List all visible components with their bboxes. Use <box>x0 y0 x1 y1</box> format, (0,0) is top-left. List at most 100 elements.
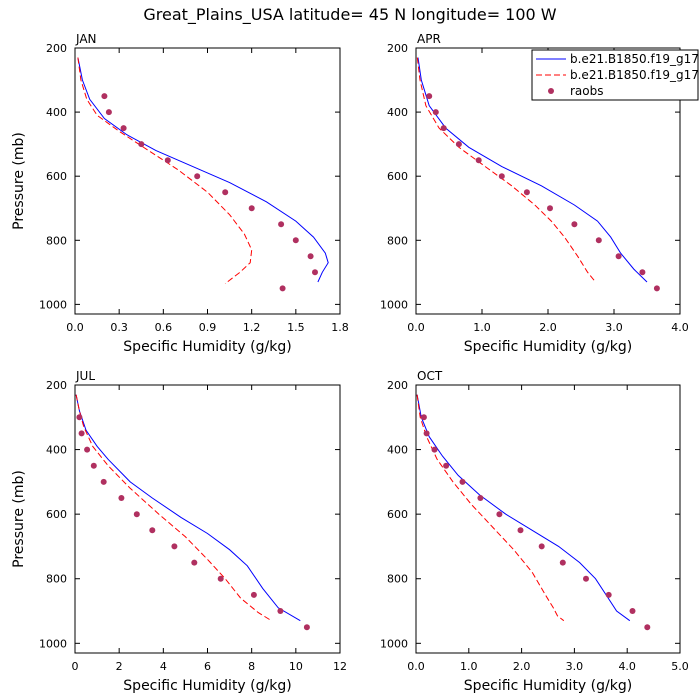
raobs-point <box>76 414 83 421</box>
x-tick-label: 1.0 <box>473 321 491 334</box>
raobs-point <box>222 189 229 196</box>
x-tick-label: 0.3 <box>110 321 128 334</box>
legend-label-model-1: b.e21.B1850.f19_g17. <box>570 52 700 66</box>
x-tick-label: 4 <box>160 660 167 673</box>
x-tick-label: 0.0 <box>66 321 84 334</box>
raobs-point <box>523 189 530 196</box>
y-tick-label: 1000 <box>39 298 67 311</box>
x-tick-label: 2.0 <box>539 321 557 334</box>
raobs-point <box>118 495 125 501</box>
y-tick-label: 800 <box>387 573 408 586</box>
raobs-point <box>292 237 299 244</box>
raobs-point <box>133 511 140 518</box>
raobs-point <box>78 430 85 437</box>
x-tick-label: 5.0 <box>671 660 689 673</box>
raobs-point <box>105 109 112 116</box>
plot-frame <box>74 384 341 654</box>
raobs-point <box>307 253 314 260</box>
panel-label-apr: APR <box>417 32 441 46</box>
y-tick-label: 800 <box>46 234 67 247</box>
raobs-point <box>312 269 318 276</box>
x-axis-title: Specific Humidity (g/kg) <box>464 339 632 355</box>
series-line-model-1 <box>77 57 329 283</box>
x-tick-label: 0.6 <box>155 321 173 334</box>
raobs-point <box>475 157 482 164</box>
legend: b.e21.B1850.f19_g17. b.e21.B1850.f19_g17… <box>531 49 700 101</box>
y-tick-label: 400 <box>387 106 408 119</box>
raobs-point <box>164 157 171 164</box>
raobs-point <box>644 624 651 631</box>
x-tick-label: 2 <box>116 660 123 673</box>
y-tick-label: 600 <box>46 508 67 521</box>
raobs-point <box>101 93 108 100</box>
raobs-point <box>191 559 198 566</box>
y-tick-label: 400 <box>46 106 67 119</box>
panel-oct: 0.0 1.0 2.0 3.0 4.0 5.0 200 400 600 800 1000 OCT Spe… <box>380 369 689 694</box>
y-tick-label: 200 <box>387 42 408 55</box>
x-tick-label: 8 <box>248 660 255 673</box>
series-line-model-1 <box>416 394 631 622</box>
series-line-model-2 <box>416 394 565 622</box>
raobs-point <box>595 237 602 244</box>
raobs-point <box>138 141 145 148</box>
plot-frame <box>415 384 681 654</box>
raobs-point <box>120 125 127 132</box>
series-line-model-2 <box>75 394 272 622</box>
y-tick-label: 1000 <box>380 637 408 650</box>
raobs-point <box>443 462 450 469</box>
raobs-point <box>432 109 439 116</box>
panel-label-jul: JUL <box>75 369 95 383</box>
panel-apr: 0.0 1.0 2.0 3.0 4.0 200 400 600 800 1000 APR Specif… <box>380 32 689 355</box>
x-tick-label: 4.0 <box>671 321 689 334</box>
x-axis-title: Specific Humidity (g/kg) <box>123 339 291 355</box>
y-tick-label: 1000 <box>39 637 67 650</box>
x-axis-title: Specific Humidity (g/kg) <box>464 678 632 694</box>
panel-jan: 0.0 0.3 0.6 0.9 1.2 1.5 1.8 200 400 600 800 1000 JAN… <box>11 32 349 355</box>
raobs-point <box>84 446 91 453</box>
x-tick-label: 3.0 <box>566 660 584 673</box>
raobs-point <box>498 173 505 180</box>
raobs-point <box>583 575 589 582</box>
raobs-point <box>278 221 285 228</box>
raobs-point <box>496 511 503 518</box>
y-tick-label: 800 <box>387 234 408 247</box>
series-line-model-2 <box>416 57 596 283</box>
series-line-model-1 <box>417 57 648 283</box>
raobs-point <box>420 414 427 421</box>
plot-frame <box>74 47 341 315</box>
y-axis-title: Pressure (mb) <box>11 470 27 568</box>
series-line-model-2 <box>77 57 253 284</box>
legend-swatch-raobs <box>548 88 554 94</box>
y-tick-label: 600 <box>387 170 408 183</box>
x-tick-label: 0.0 <box>407 321 425 334</box>
x-tick-label: 0 <box>72 660 79 673</box>
x-tick-label: 0.9 <box>199 321 217 334</box>
y-tick-label: 600 <box>387 508 408 521</box>
y-tick-label: 200 <box>46 379 67 392</box>
x-tick-label: 1.2 <box>243 321 261 334</box>
raobs-point <box>629 608 636 614</box>
raobs-point <box>90 462 97 469</box>
panel-jul: 0 2 4 6 8 10 12 200 400 600 800 1000 JUL Specific Hum… <box>11 369 347 694</box>
series-line-model-1 <box>75 394 301 622</box>
raobs-point <box>100 478 107 485</box>
raobs-point <box>459 478 466 485</box>
y-tick-label: 400 <box>46 444 67 457</box>
raobs-point <box>559 559 566 566</box>
raobs-point <box>615 253 622 260</box>
raobs-point <box>571 221 578 228</box>
raobs-point <box>538 543 545 550</box>
raobs-point <box>303 624 310 631</box>
panel-label-jan: JAN <box>75 32 97 46</box>
raobs-point <box>194 173 201 180</box>
raobs-point <box>250 591 257 598</box>
raobs-point <box>279 285 286 292</box>
raobs-point <box>653 285 660 292</box>
raobs-point <box>248 205 255 212</box>
y-axis-title: Pressure (mb) <box>11 132 27 230</box>
raobs-point <box>431 446 438 453</box>
raobs-point <box>149 527 156 534</box>
raobs-point <box>171 543 178 550</box>
y-tick-label: 200 <box>387 379 408 392</box>
